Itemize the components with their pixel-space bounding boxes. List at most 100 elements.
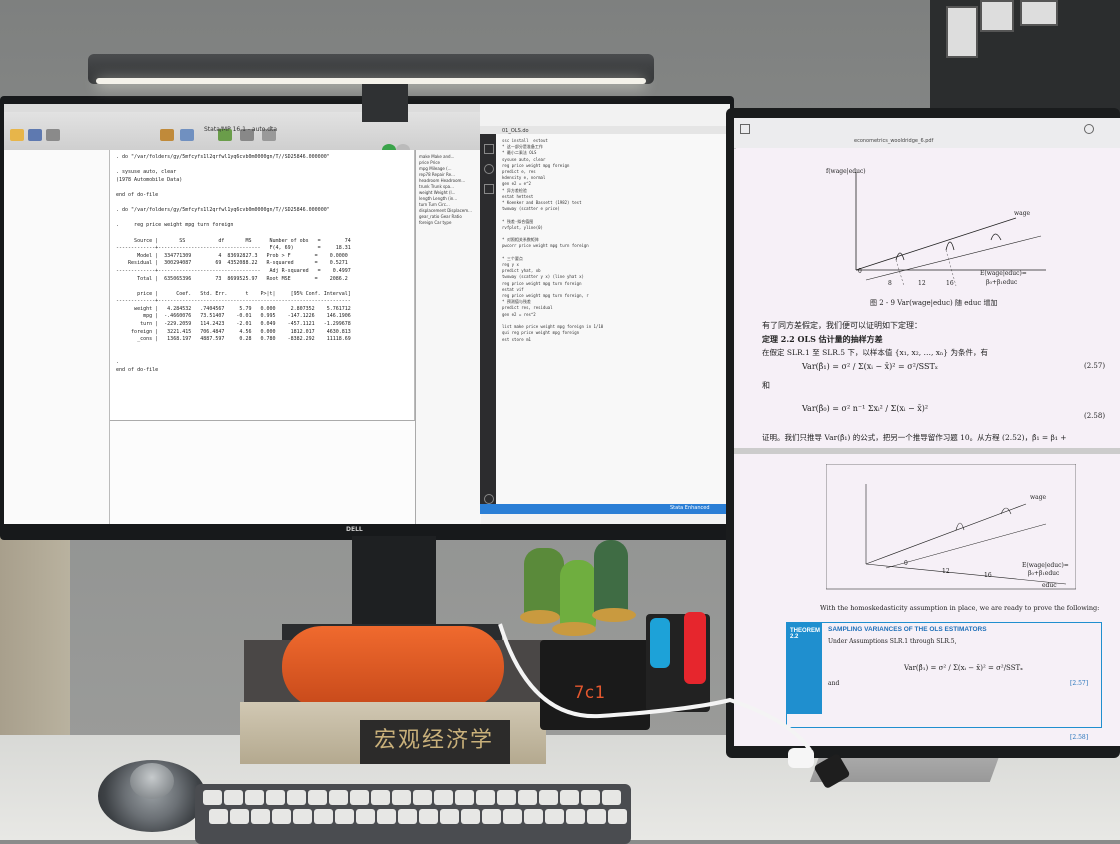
white-cable [498, 623, 812, 752]
theorem-text-zh: 在假定 SLR.1 至 SLR.5 下，以样本值 {x₁, x₂, …, xₙ}… [762, 348, 988, 357]
log-icon[interactable] [160, 129, 174, 141]
keycap [245, 790, 264, 805]
keycap [203, 790, 222, 805]
window-title: Stata/MP 16.1 - auto.dta [204, 126, 278, 133]
variable-row[interactable]: displacement Displacem... [419, 208, 472, 213]
en-equation-2-58-number: [2.58] [1070, 734, 1089, 741]
source-control-icon[interactable] [484, 184, 494, 194]
keycap [308, 790, 327, 805]
status-text: Stata Enhanced [670, 505, 710, 511]
wage-distribution-figure-en [826, 464, 1076, 590]
variables-panel[interactable]: make Make and... price Price mpg Mileage (… [415, 150, 481, 524]
do-editor-icon[interactable] [218, 129, 232, 141]
keycap [329, 790, 348, 805]
blue-joycon [650, 618, 670, 668]
sidebar-icon[interactable] [740, 124, 750, 134]
link-figure-left [524, 548, 564, 618]
shelf-box [1020, 0, 1058, 26]
editor-activity-bar [480, 134, 496, 514]
shelf [930, 0, 1120, 120]
equation-2-57: Var(β̂₁) = σ² / Σ(xᵢ − x̄)² = σ²/SSTₓ [802, 362, 939, 371]
keycap [314, 809, 333, 824]
keycap [230, 809, 249, 824]
save-icon[interactable] [28, 129, 42, 141]
keycap [398, 809, 417, 824]
keycap [335, 809, 354, 824]
variable-row[interactable]: price Price [419, 160, 440, 165]
keycap [518, 790, 537, 805]
en-equation-2-57: Var(β̂₁) = σ² / Σ(xᵢ − x̄)² = σ²/SSTₓ [904, 664, 1024, 672]
variable-row[interactable]: make Make and... [419, 154, 455, 159]
keycap [545, 809, 564, 824]
keycap [350, 790, 369, 805]
files-icon[interactable] [484, 144, 494, 154]
variable-row[interactable]: trunk Trunk spa... [419, 184, 454, 189]
equation-2-58: Var(β̂₀) = σ² n⁻¹ Σxᵢ² / Σ(xᵢ − x̄)² [802, 404, 929, 413]
account-icon[interactable] [484, 494, 494, 504]
variable-row[interactable]: rep78 Repair Re... [419, 172, 455, 177]
right-monitor-screen: econometrics_wooldridge_6.pdf f(wage|edu… [734, 118, 1120, 746]
orange-speaker [282, 626, 504, 708]
equation-2-57-number: (2.57) [1084, 362, 1106, 370]
amiibo-base [592, 608, 636, 622]
viewer-icon[interactable] [180, 129, 194, 141]
search-icon[interactable] [484, 164, 494, 174]
do-file-editor[interactable]: ssc install estout * 这一部分是准备工作 * 最小二乘法 O… [480, 134, 730, 514]
fig-label-8: 8 [888, 280, 892, 287]
keyboard [195, 784, 631, 844]
browser-icon[interactable] [262, 129, 276, 141]
variable-row[interactable]: mpg Mileage (... [419, 166, 452, 171]
fig-label-fwage: f(wage|educ) [826, 168, 866, 175]
theorem-text-en: Under Assumptions SLR.1 through SLR.5, [828, 638, 957, 645]
usb-adapter [788, 748, 814, 768]
en-fig-label-16: 16 [984, 572, 992, 579]
en-fig-label-ewage-2: β₀+β₁educ [1028, 570, 1060, 577]
en-fig-label-educ: educ [1042, 582, 1057, 589]
variable-row[interactable]: turn Turn Circ... [419, 202, 450, 207]
keycap [287, 790, 306, 805]
variable-row[interactable]: foreign Car type [419, 220, 452, 225]
editor-tab[interactable]: 01_OLS.do [502, 128, 529, 134]
keycap [371, 790, 390, 805]
book-title: 宏观经济学 [374, 728, 495, 753]
variable-row[interactable]: length Length (in... [419, 196, 458, 201]
keycap [251, 809, 270, 824]
clock-display: 7c1 [574, 683, 605, 703]
open-icon[interactable] [10, 129, 24, 141]
keycap [392, 790, 411, 805]
keycap [539, 790, 558, 805]
data-editor-icon[interactable] [240, 129, 254, 141]
variable-row[interactable]: weight Weight (l... [419, 190, 456, 195]
keycap [266, 790, 285, 805]
keycap [356, 809, 375, 824]
print-icon[interactable] [46, 129, 60, 141]
keycap [587, 809, 606, 824]
variables-list: make Make and... price Price mpg Mileage (… [419, 154, 478, 226]
amiibo-base [520, 610, 560, 624]
en-equation-2-57-number: [2.57] [1070, 680, 1089, 687]
en-fig-label-12: 12 [942, 568, 950, 575]
keycap [503, 809, 522, 824]
link-figure-center [560, 560, 596, 630]
left-monitor-logo: DELL [346, 526, 363, 533]
wage-distribution-figure [855, 172, 1046, 287]
left-monitor-screen: Stata/MP 16.1 - auto.dta . do "/var/fold… [4, 104, 730, 524]
variable-row[interactable]: gear_ratio Gear Ratio [419, 214, 462, 219]
keycap [413, 790, 432, 805]
history-panel[interactable] [4, 150, 110, 524]
light-bar-glow [96, 78, 646, 84]
fig-label-ewage: E(wage|educ)= [980, 270, 1027, 277]
pdf-page-chinese: f(wage|educ) wage 0 8 12 16 E(wage|educ)… [736, 148, 1120, 448]
pdf-tab-title[interactable]: econometrics_wooldridge_6.pdf [854, 138, 934, 144]
en-paragraph: With the homoskedasticity assumption in … [820, 604, 1100, 612]
variable-row[interactable]: headroom Headroom... [419, 178, 466, 183]
results-text: . do "/var/folders/gy/5mfcyfs1l2qrfwl1yq… [116, 154, 351, 373]
keycap [476, 790, 495, 805]
and-en: and [828, 680, 840, 687]
figure-caption: 图 2 - 9 Var(wage|educ) 随 educ 增加 [870, 299, 998, 307]
search-icon[interactable] [1084, 124, 1094, 134]
fig-label-12: 12 [918, 280, 926, 287]
command-window[interactable] [110, 420, 415, 524]
proof-text: 证明。我们只推导 Var(β̂₁) 的公式，把另一个推导留作习题 10。从方程 … [762, 433, 1067, 442]
key-row [203, 790, 623, 806]
